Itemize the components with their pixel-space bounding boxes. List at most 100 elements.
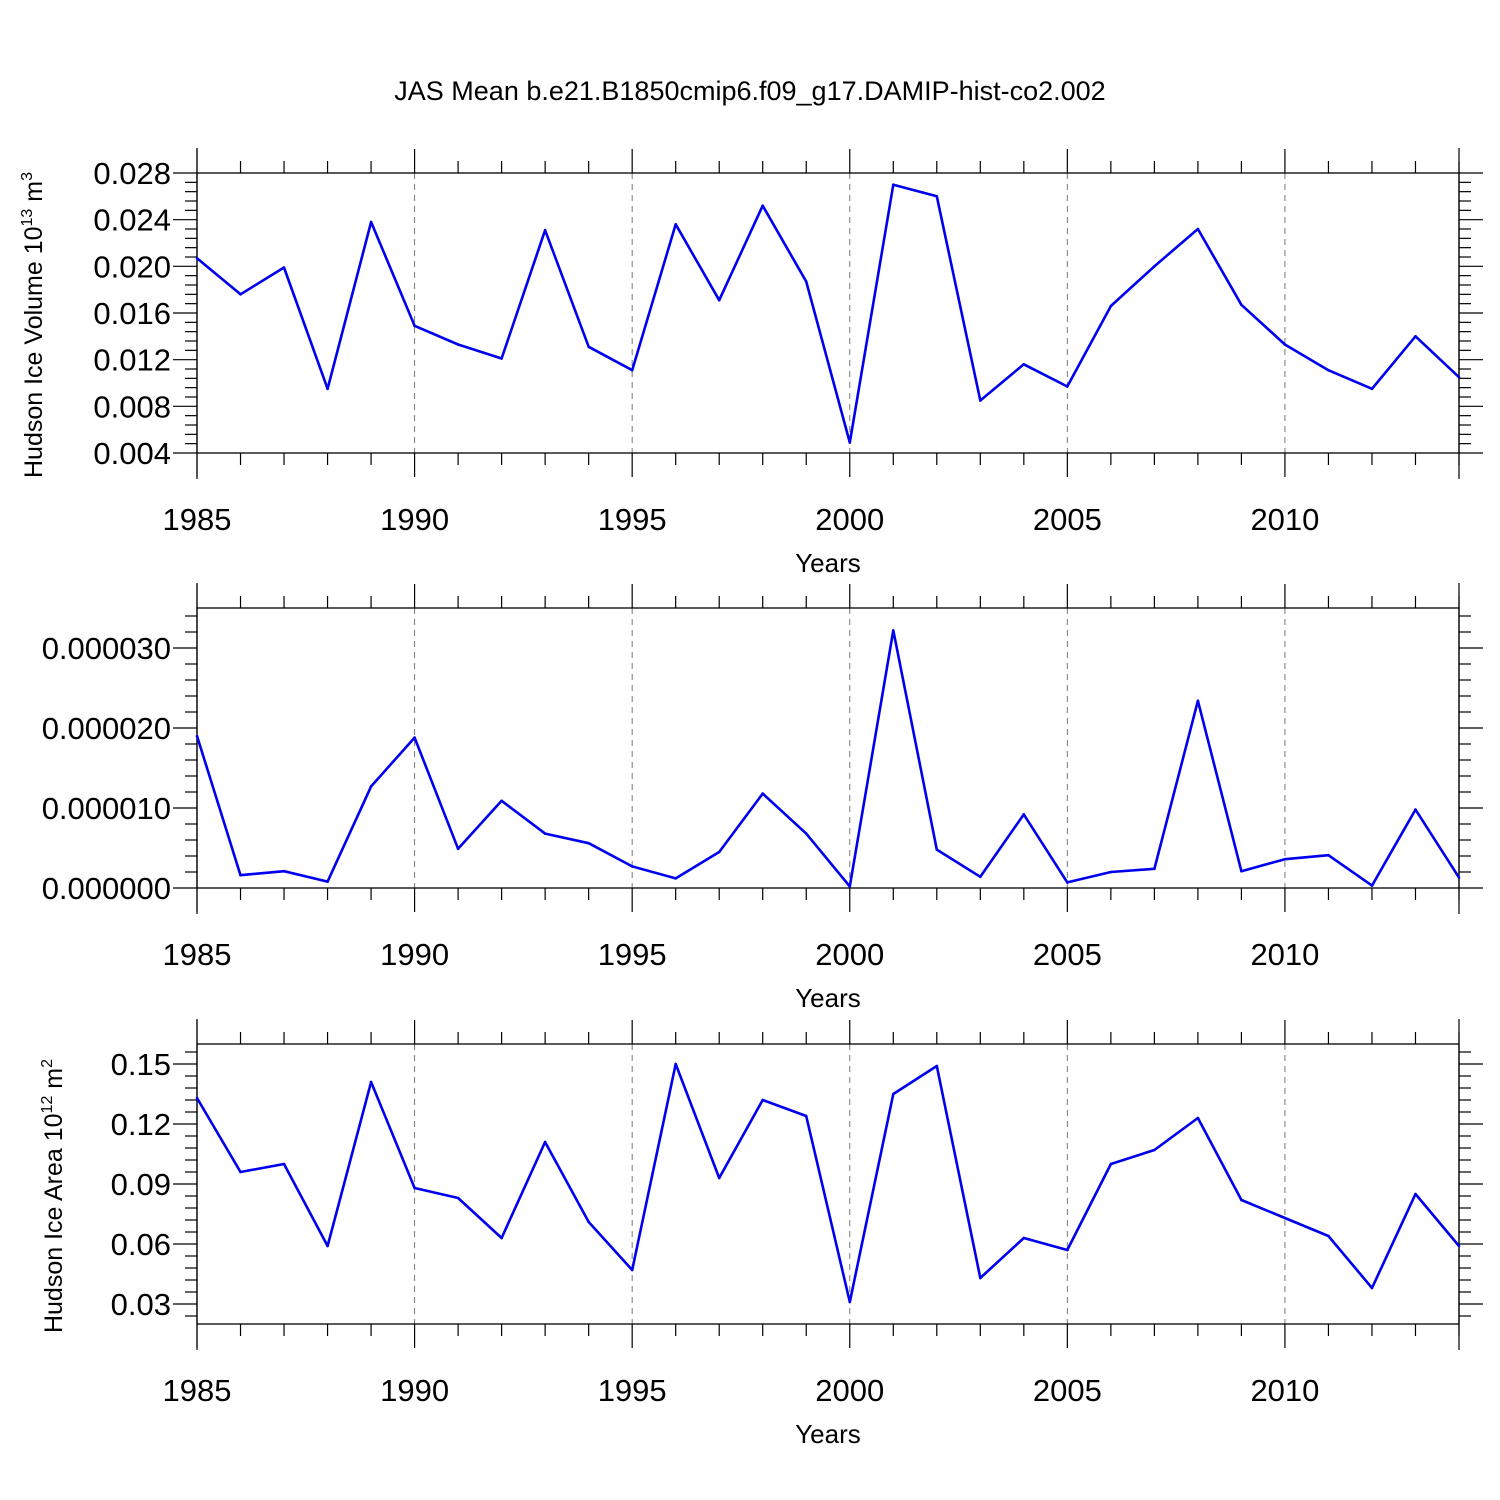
data-point	[1196, 1116, 1200, 1120]
data-point	[369, 220, 373, 224]
y-tick-label: 0.06	[111, 1227, 171, 1262]
y-tick-label: 0.024	[93, 203, 171, 238]
data-point	[630, 1268, 634, 1272]
data-point	[1283, 1216, 1287, 1220]
data-point	[935, 195, 939, 198]
data-point	[1109, 870, 1113, 874]
y-tick-label: 0.000020	[42, 711, 171, 746]
y-tick-label: 0.008	[93, 389, 171, 424]
data-point	[1370, 387, 1374, 391]
x-tick-label: 1985	[163, 1373, 232, 1408]
x-tick-label: 1985	[163, 937, 232, 972]
series-line	[195, 629, 1461, 888]
data-point	[1022, 363, 1026, 366]
data-point	[935, 1064, 939, 1068]
y-tick-label: 0.012	[93, 343, 171, 378]
chart-panel-1: 1985 1990 1995 2000 2005 2010 0.004 0.008 0.012 0…	[19, 148, 1483, 578]
plot-frame	[196, 607, 1460, 889]
x-axis-title: Years	[795, 983, 861, 1013]
x-axis-title: Years	[795, 548, 861, 578]
data-point	[1283, 857, 1287, 861]
x-tick-label: 1995	[598, 502, 667, 537]
data-point	[1283, 343, 1287, 346]
data-point	[282, 1162, 286, 1166]
series-line	[196, 183, 1460, 444]
data-point	[369, 1080, 373, 1084]
data-point	[1414, 335, 1417, 338]
data-point	[979, 875, 982, 879]
data-point	[1153, 1148, 1156, 1152]
data-point	[543, 228, 547, 232]
data-point	[239, 873, 242, 877]
data-point	[1240, 1198, 1243, 1202]
data-point	[1196, 699, 1200, 703]
data-point	[848, 441, 852, 444]
plot-frame	[196, 172, 1460, 454]
data-point	[979, 1276, 982, 1280]
data-point	[369, 785, 373, 788]
data-point	[1022, 813, 1026, 816]
data-point	[761, 204, 765, 207]
data-point	[1327, 1234, 1330, 1238]
data-point	[1414, 1192, 1417, 1196]
x-tick-label: 2005	[1033, 937, 1102, 972]
data-point	[935, 848, 939, 851]
data-point	[717, 1176, 721, 1180]
figure-title: JAS Mean b.e21.B1850cmip6.f09_g17.DAMIP-…	[394, 76, 1105, 106]
data-point	[761, 1098, 765, 1102]
data-point	[195, 734, 199, 738]
data-point	[500, 1236, 503, 1240]
data-point	[500, 357, 503, 360]
y-tick-label: 0.000030	[42, 631, 171, 666]
x-tick-label: 1990	[380, 1373, 449, 1408]
data-point	[500, 799, 503, 803]
data-point	[413, 1186, 416, 1190]
data-point	[804, 280, 808, 283]
data-point	[1370, 1286, 1374, 1290]
y-tick-label: 0.000000	[42, 871, 171, 906]
data-point	[630, 865, 634, 868]
data-point	[1109, 304, 1113, 308]
data-point	[587, 345, 590, 349]
data-point	[456, 847, 460, 851]
data-point	[1457, 1244, 1461, 1248]
data-point	[1066, 1248, 1069, 1252]
data-point	[326, 1244, 329, 1248]
y-tick-label: 0.03	[111, 1287, 171, 1322]
data-point	[1457, 375, 1461, 379]
data-point	[717, 850, 721, 854]
data-point	[1240, 303, 1243, 307]
data-point	[413, 736, 416, 739]
data-point	[1457, 876, 1461, 879]
y-tick-label: 0.004	[93, 436, 171, 471]
chart-panel-2: 1985 1990 1995 2000 2005 2010 0.000000 0.000010…	[42, 583, 1483, 1013]
data-point	[1240, 869, 1243, 873]
data-point	[848, 885, 852, 888]
x-tick-label: 1985	[163, 502, 232, 537]
data-point	[195, 256, 199, 260]
x-axis-title: Years	[795, 1419, 861, 1449]
data-point	[674, 1062, 677, 1066]
plot-frame	[196, 1043, 1460, 1325]
data-point	[1327, 853, 1330, 857]
data-point	[761, 792, 765, 795]
x-tick-label: 2010	[1250, 1373, 1319, 1408]
data-point	[1066, 385, 1069, 388]
data-point	[239, 1170, 242, 1174]
x-tick-label: 2000	[815, 502, 884, 537]
data-point	[587, 1220, 590, 1224]
y-tick-label: 0.15	[111, 1047, 171, 1082]
data-point	[195, 1096, 199, 1100]
data-point	[326, 387, 329, 391]
data-point	[848, 1300, 852, 1304]
data-point	[1153, 265, 1156, 268]
data-point	[674, 223, 677, 226]
data-point	[543, 832, 547, 835]
data-point	[674, 877, 677, 880]
x-tick-label: 1990	[380, 502, 449, 537]
x-tick-label: 2000	[815, 1373, 884, 1408]
data-point	[1414, 808, 1417, 811]
data-point	[1109, 1162, 1113, 1166]
data-point	[804, 1114, 808, 1118]
